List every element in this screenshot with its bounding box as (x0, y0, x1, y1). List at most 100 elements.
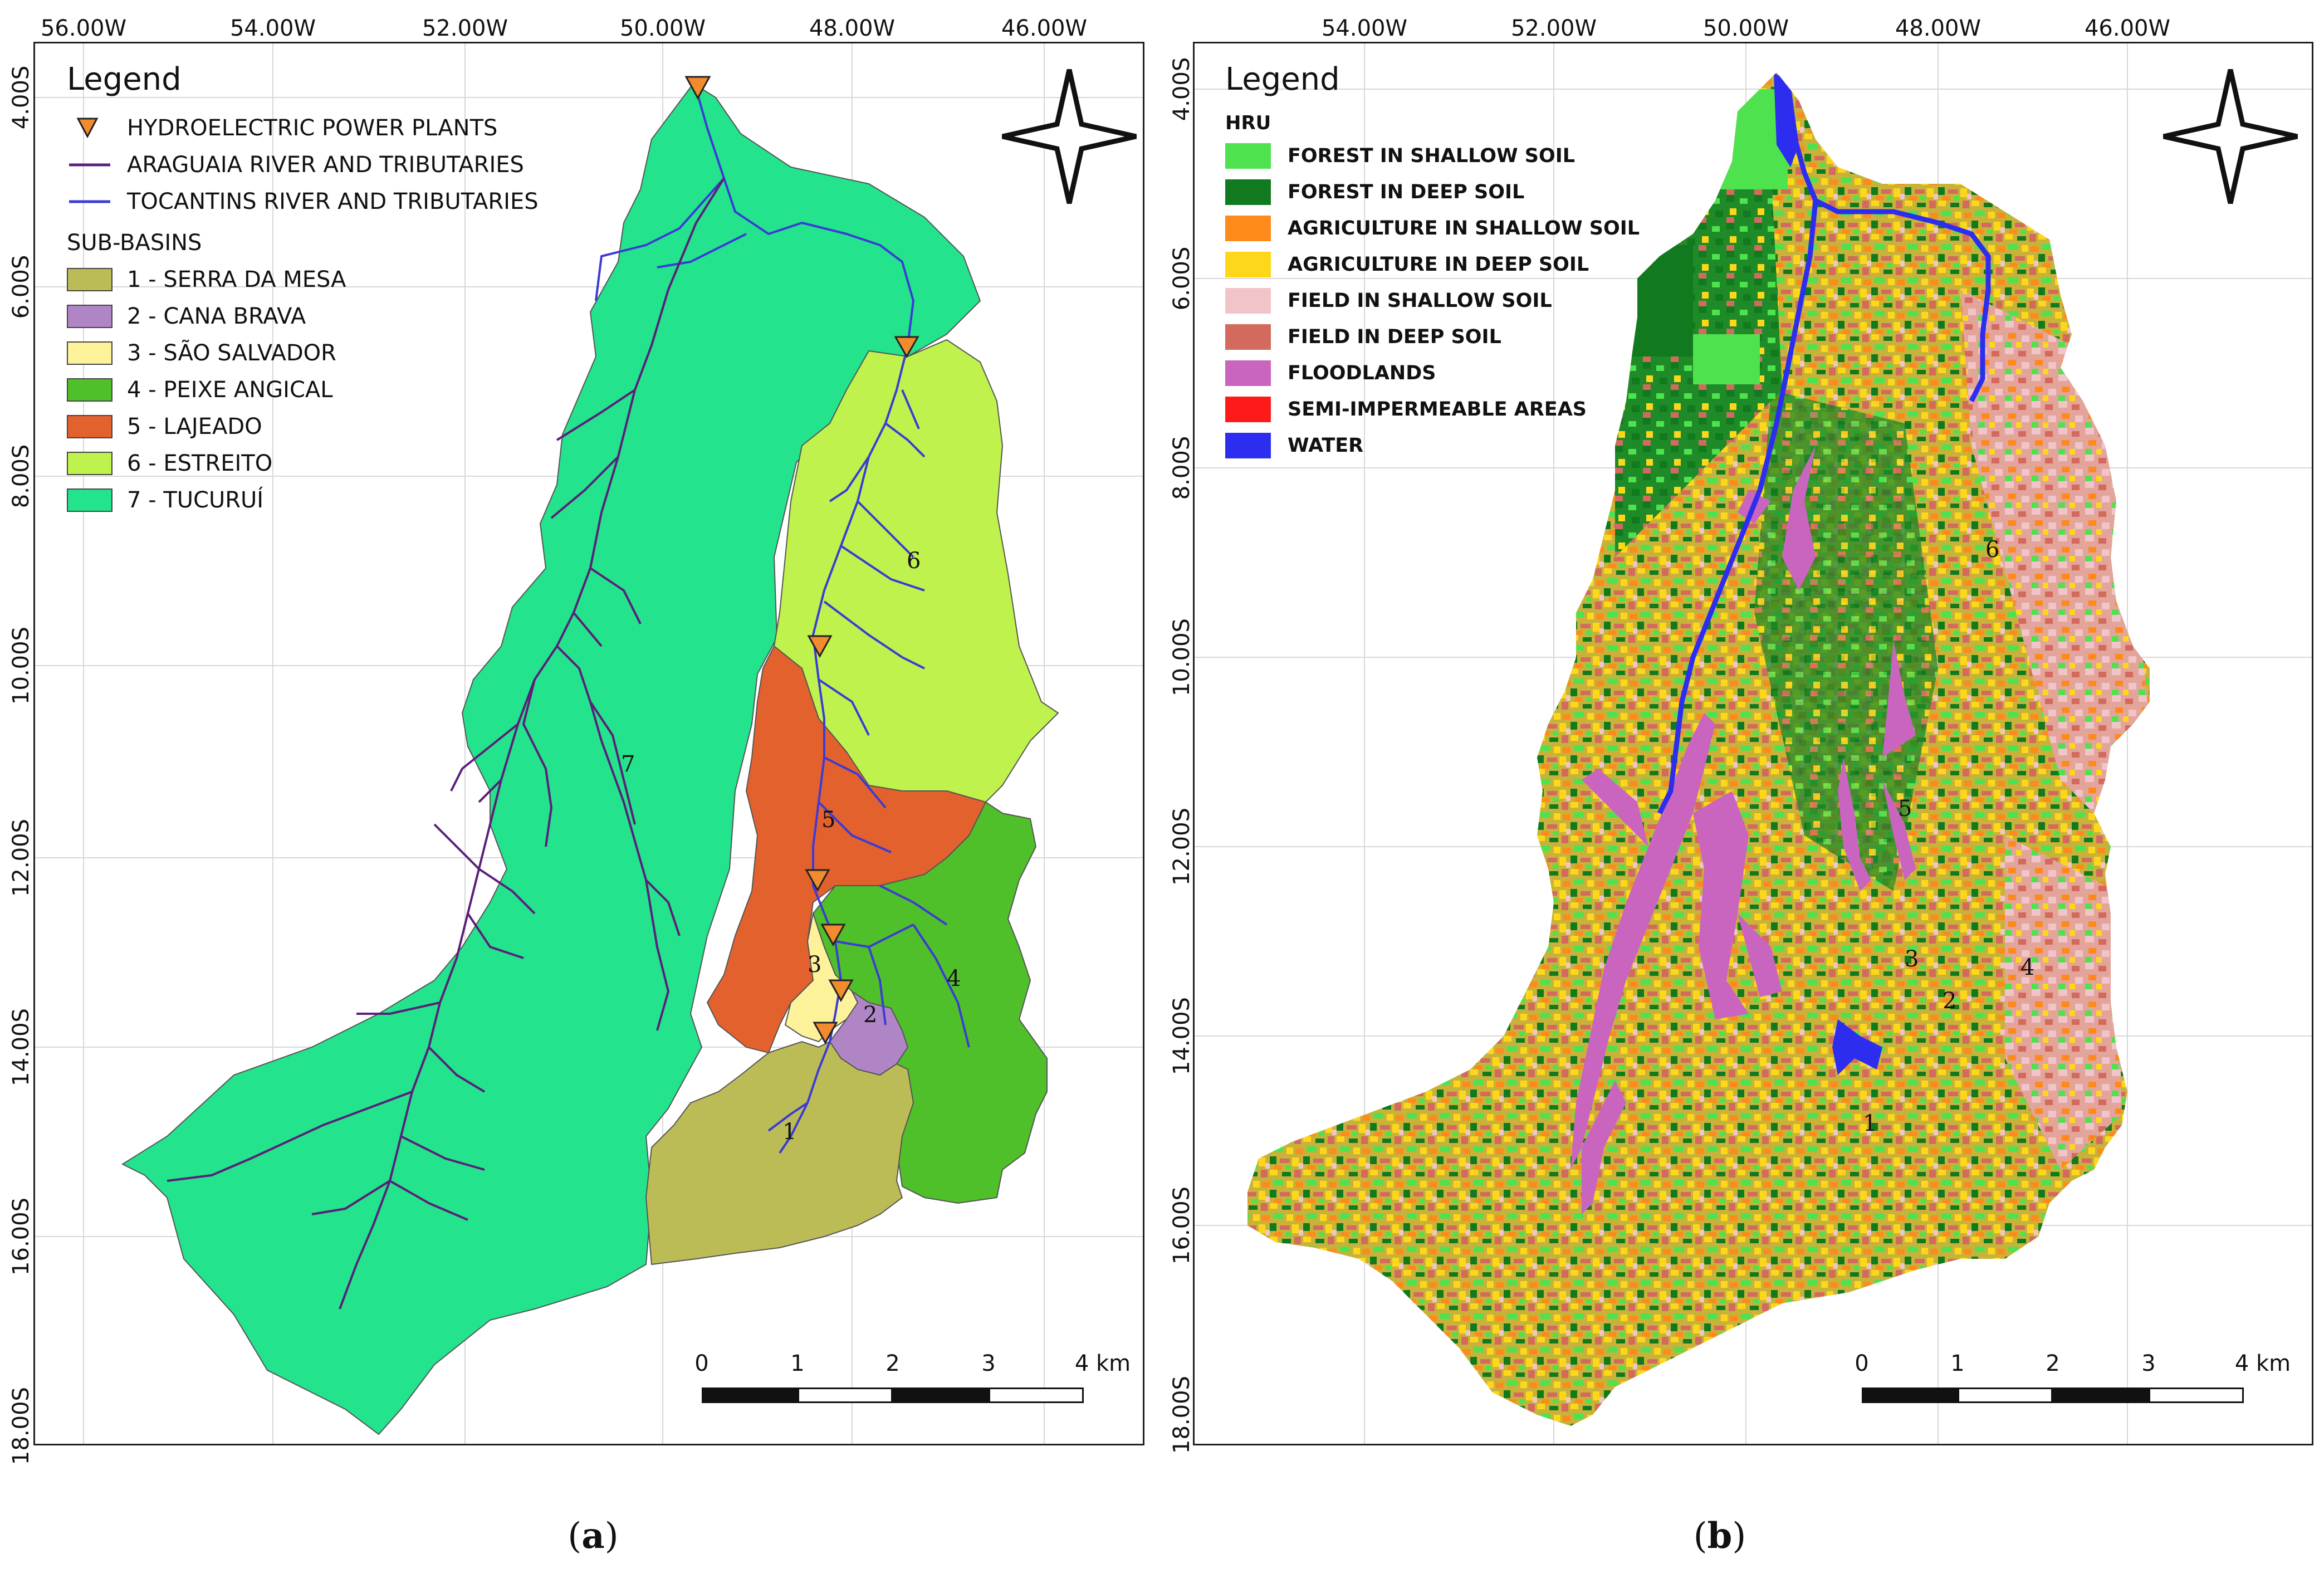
scale-label: 4 km (2234, 1351, 2291, 1376)
legend-subtitle: SUB-BASINS (67, 230, 202, 256)
scale-label: 2 (2046, 1351, 2060, 1376)
legend-item-hru: AGRICULTURE IN SHALLOW SOIL (1225, 210, 1726, 246)
basin-label: 1 (782, 1119, 796, 1145)
basin-label: 3 (808, 952, 821, 978)
legend-label: FIELD IN DEEP SOIL (1288, 325, 1501, 348)
power-plant-cana-brava (828, 979, 854, 1003)
swatch (67, 305, 112, 328)
power-plant-estreito (894, 336, 919, 359)
legend-label: 7 - TUCURUÍ (127, 487, 264, 513)
legend-item-subbasin: 5 - LAJEADO (67, 408, 568, 445)
legend-title: Legend (1225, 61, 1340, 97)
lon-label: 54.00W (229, 16, 316, 41)
scale-label: 0 (1855, 1351, 1869, 1376)
legend-label: 6 - ESTREITO (127, 451, 273, 476)
map-b: 1 2 3 4 5 6 (1195, 43, 2312, 1444)
swatch (1225, 143, 1271, 169)
scale-label: 3 (981, 1351, 996, 1376)
legend-a: Legend HYDROELECTRIC POWER PLANTS ARAGUA… (67, 61, 568, 519)
legend-label: 5 - LAJEADO (127, 414, 262, 439)
north-arrow-icon (1002, 69, 1137, 204)
legend-item-araguaia: ARAGUAIA RIVER AND TRIBUTARIES (67, 146, 568, 183)
swatch (67, 268, 112, 291)
scale-bar-b: 0 1 2 3 4 km (1855, 1351, 2291, 1412)
legend-label: 1 - SERRA DA MESA (127, 267, 346, 292)
swatch (1225, 432, 1271, 458)
lon-label: 48.00W (809, 16, 896, 41)
scale-segment (893, 1388, 989, 1403)
triangle-icon (67, 116, 112, 140)
legend-item-hru: FIELD IN SHALLOW SOIL (1225, 282, 1726, 319)
legend-b: Legend HRU FOREST IN SHALLOW SOIL FOREST… (1225, 61, 1726, 463)
scale-bar-a: 0 1 2 3 4 km (694, 1351, 1131, 1412)
power-plant-peixe-angical (805, 869, 830, 892)
power-plants (684, 76, 919, 1045)
lon-label: 50.00W (619, 16, 706, 41)
legend-label: WATER (1288, 434, 1364, 457)
basin-label: 6 (1985, 537, 1999, 563)
basin-label: 2 (1943, 988, 1956, 1014)
legend-label: HYDROELECTRIC POWER PLANTS (127, 115, 498, 141)
legend-item-hru: WATER (1225, 427, 1726, 463)
legend-label: ARAGUAIA RIVER AND TRIBUTARIES (127, 152, 524, 178)
legend-label: AGRICULTURE IN DEEP SOIL (1288, 253, 1589, 276)
legend-item-subbasin: 4 - PEIXE ANGICAL (67, 372, 568, 408)
scale-segment (1958, 1388, 2053, 1403)
power-plant-sao-salvador (820, 924, 846, 947)
legend-title: Legend (67, 61, 182, 97)
basin-label: 6 (907, 548, 921, 574)
scale-label: 4 km (1074, 1351, 1131, 1376)
north-arrow-icon (2163, 69, 2298, 204)
araguaia-river (167, 177, 725, 1310)
legend-item-hru: AGRICULTURE IN DEEP SOIL (1225, 246, 1726, 282)
swatch (1225, 396, 1271, 422)
caption-a: (a) (567, 1515, 619, 1557)
power-plant-tucurui (684, 76, 711, 100)
legend-item-tocantins: TOCANTINS RIVER AND TRIBUTARIES (67, 183, 568, 220)
line-symbol-icon (67, 190, 112, 213)
legend-subtitle: HRU (1225, 112, 1271, 134)
legend-label: FOREST IN SHALLOW SOIL (1288, 144, 1576, 167)
legend-item-subbasin: 6 - ESTREITO (67, 445, 568, 482)
basin-label: 5 (1898, 796, 1912, 822)
lon-label: 46.00W (2084, 16, 2171, 41)
legend-label: 4 - PEIXE ANGICAL (127, 377, 333, 403)
basin-label: 4 (2020, 955, 2034, 980)
swatch (1225, 287, 1271, 314)
basin-label: 2 (863, 1002, 877, 1028)
swatch (1225, 251, 1271, 277)
lon-label: 56.00W (40, 16, 127, 41)
legend-item-hru: FOREST IN DEEP SOIL (1225, 174, 1726, 210)
legend-item-subbasin: 1 - SERRA DA MESA (67, 261, 568, 298)
lon-label: 48.00W (1895, 16, 1981, 41)
scale-segment (798, 1388, 893, 1403)
legend-label: FOREST IN DEEP SOIL (1288, 180, 1525, 203)
lon-label: 50.00W (1702, 16, 1789, 41)
floodlands-area (1570, 446, 1916, 1214)
scale-segment (702, 1388, 798, 1403)
basin-label: 4 (947, 966, 961, 991)
scale-label: 1 (1950, 1351, 1965, 1376)
basin-label: 7 (621, 751, 635, 777)
swatch (67, 341, 112, 365)
swatch (1225, 360, 1271, 386)
water-river (1657, 74, 1991, 815)
legend-item-hru: SEMI-IMPERMEABLE AREAS (1225, 391, 1726, 427)
basin-label: 1 (1863, 1111, 1877, 1136)
swatch (67, 415, 112, 438)
legend-label: SEMI-IMPERMEABLE AREAS (1288, 398, 1587, 421)
legend-label: 3 - SÃO SALVADOR (127, 340, 336, 366)
caption-b: (b) (1693, 1515, 1746, 1557)
legend-item-hru: FOREST IN SHALLOW SOIL (1225, 138, 1726, 174)
legend-item-hru: FLOODLANDS (1225, 355, 1726, 391)
legend-label: FIELD IN SHALLOW SOIL (1288, 289, 1552, 312)
legend-label: AGRICULTURE IN SHALLOW SOIL (1288, 217, 1640, 240)
scale-segment (1862, 1388, 1958, 1403)
swatch (67, 378, 112, 402)
swatch (1225, 215, 1271, 241)
tocantins-river (595, 89, 970, 1154)
legend-item-subbasin: 2 - CANA BRAVA (67, 298, 568, 335)
scale-label: 1 (790, 1351, 805, 1376)
lon-label: 52.00W (1510, 16, 1597, 41)
swatch (1225, 324, 1271, 350)
